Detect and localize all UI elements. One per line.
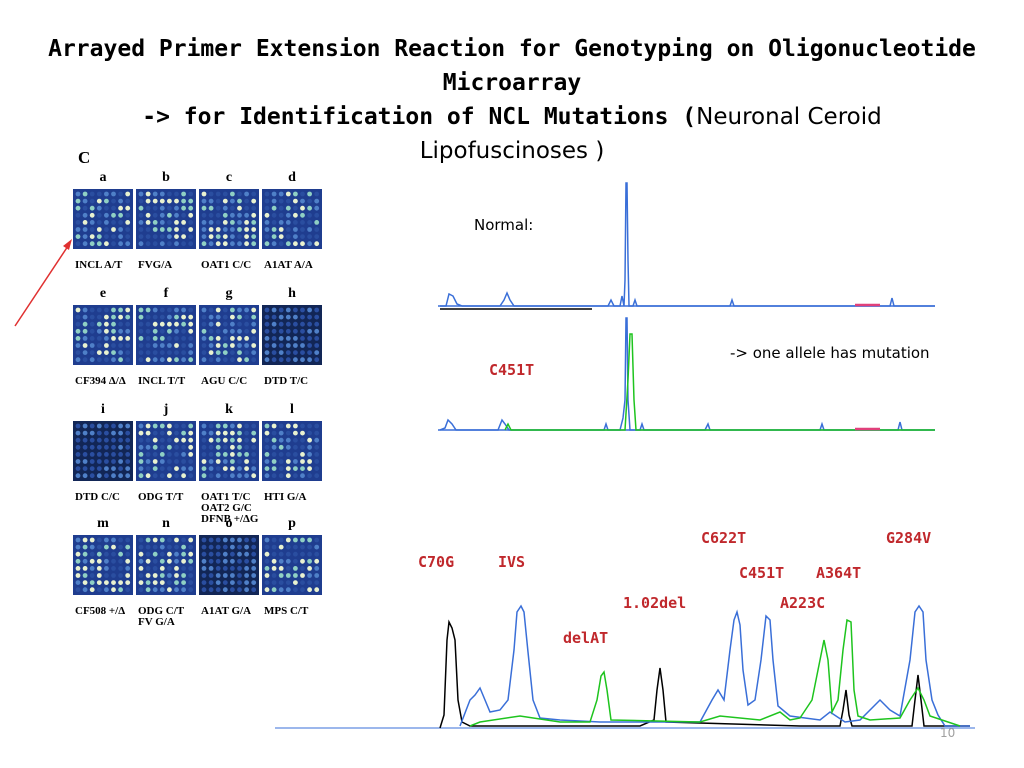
array-letter-b: b bbox=[162, 170, 170, 185]
array-label-e: CF394 Δ/Δ bbox=[75, 375, 126, 387]
array-label-j: ODG T/T bbox=[138, 491, 184, 503]
normal-trace bbox=[438, 182, 935, 310]
array-letter-n: n bbox=[162, 516, 170, 531]
title-line-3: -> for Identification of NCL Mutations (… bbox=[0, 100, 1024, 134]
normal-label: Normal: bbox=[474, 216, 534, 234]
array-image-l bbox=[262, 421, 322, 481]
array-letter-e: e bbox=[99, 286, 107, 301]
page-number: 10 bbox=[940, 726, 956, 740]
array-label-p: MPS C/T bbox=[264, 605, 309, 617]
array-image-d bbox=[262, 189, 322, 249]
array-image-m bbox=[73, 535, 133, 595]
array-label-n: ODG C/T FV G/A bbox=[138, 605, 185, 628]
mutant-label: C451T bbox=[489, 361, 535, 379]
array-image-b bbox=[136, 189, 196, 249]
array-letter-i: i bbox=[101, 402, 105, 417]
array-letter-j: j bbox=[163, 402, 169, 417]
array-letter-a: a bbox=[99, 170, 107, 185]
array-image-g bbox=[199, 305, 259, 365]
array-image-n bbox=[136, 535, 196, 595]
array-letter-p: p bbox=[288, 516, 296, 531]
mutation-label-delat: delAT bbox=[563, 629, 609, 647]
array-image-k bbox=[199, 421, 259, 481]
array-letter-h: h bbox=[288, 286, 296, 301]
array-letter-d: d bbox=[288, 170, 296, 185]
array-label-c: OAT1 C/C bbox=[201, 259, 252, 271]
array-letter-g: g bbox=[225, 286, 233, 301]
title-line-3-normal: Neuronal Ceroid bbox=[696, 104, 882, 130]
array-image-h bbox=[262, 305, 322, 365]
title-line-3-bold: -> for Identification of NCL Mutations ( bbox=[142, 104, 697, 130]
title-line-2: Microarray bbox=[442, 70, 582, 96]
array-label-d: A1AT A/A bbox=[264, 259, 313, 271]
mutant-trace bbox=[438, 317, 935, 431]
title-line-4: Lipofuscinoses ) bbox=[419, 138, 605, 164]
array-image-i bbox=[73, 421, 133, 481]
array-letter-f: f bbox=[163, 286, 169, 301]
array-label-h: DTD T/C bbox=[264, 375, 309, 387]
array-letter-c: c bbox=[225, 170, 233, 185]
array-label-b: FVG/A bbox=[138, 259, 173, 271]
microarray-figure: C a INCL A/T b FVG/A c OAT1 C/C d A1AT A/A e CF39… bbox=[70, 148, 330, 628]
slide-title: Arrayed Primer Extension Reaction for Ge… bbox=[0, 32, 1024, 168]
mutation-label-a364t: A364T bbox=[816, 564, 862, 582]
multiplex-trace bbox=[275, 604, 975, 729]
mutation-label-c451t: C451T bbox=[739, 564, 785, 582]
mutation-label-a223c: A223C bbox=[780, 594, 826, 612]
array-image-f bbox=[136, 305, 196, 365]
array-letter-k: k bbox=[225, 402, 233, 417]
array-image-p bbox=[262, 535, 322, 595]
array-letter-m: m bbox=[97, 516, 109, 531]
array-label-m: CF508 +/Δ bbox=[75, 605, 126, 617]
panel-letter: C bbox=[78, 148, 91, 167]
array-image-o bbox=[199, 535, 259, 595]
array-label-g: AGU C/C bbox=[201, 375, 248, 387]
mutation-label-ivs: IVS bbox=[498, 553, 526, 571]
array-label-o: A1AT G/A bbox=[201, 605, 252, 617]
array-image-e bbox=[73, 305, 133, 365]
array-image-a bbox=[73, 189, 133, 249]
array-image-c bbox=[199, 189, 259, 249]
title-line-1: Arrayed Primer Extension Reaction for Ge… bbox=[48, 36, 976, 62]
array-label-i: DTD C/C bbox=[75, 491, 120, 503]
mutation-label-1-02del: 1.02del bbox=[623, 594, 687, 612]
array-label-l: HTI G/A bbox=[264, 491, 307, 503]
mutation-label-g284v: G284V bbox=[886, 529, 932, 547]
array-letter-o: o bbox=[225, 516, 233, 531]
mutation-note: -> one allele has mutation bbox=[730, 344, 930, 362]
array-image-j bbox=[136, 421, 196, 481]
array-label-k: OAT1 T/C OAT2 G/C DFNB +/ΔG bbox=[201, 491, 259, 525]
mutation-label-c70g: C70G bbox=[418, 553, 455, 571]
array-label-f: INCL T/T bbox=[138, 375, 186, 387]
array-label-a: INCL A/T bbox=[75, 259, 123, 271]
array-letter-l: l bbox=[290, 402, 294, 417]
mutation-label-c622t: C622T bbox=[701, 529, 747, 547]
